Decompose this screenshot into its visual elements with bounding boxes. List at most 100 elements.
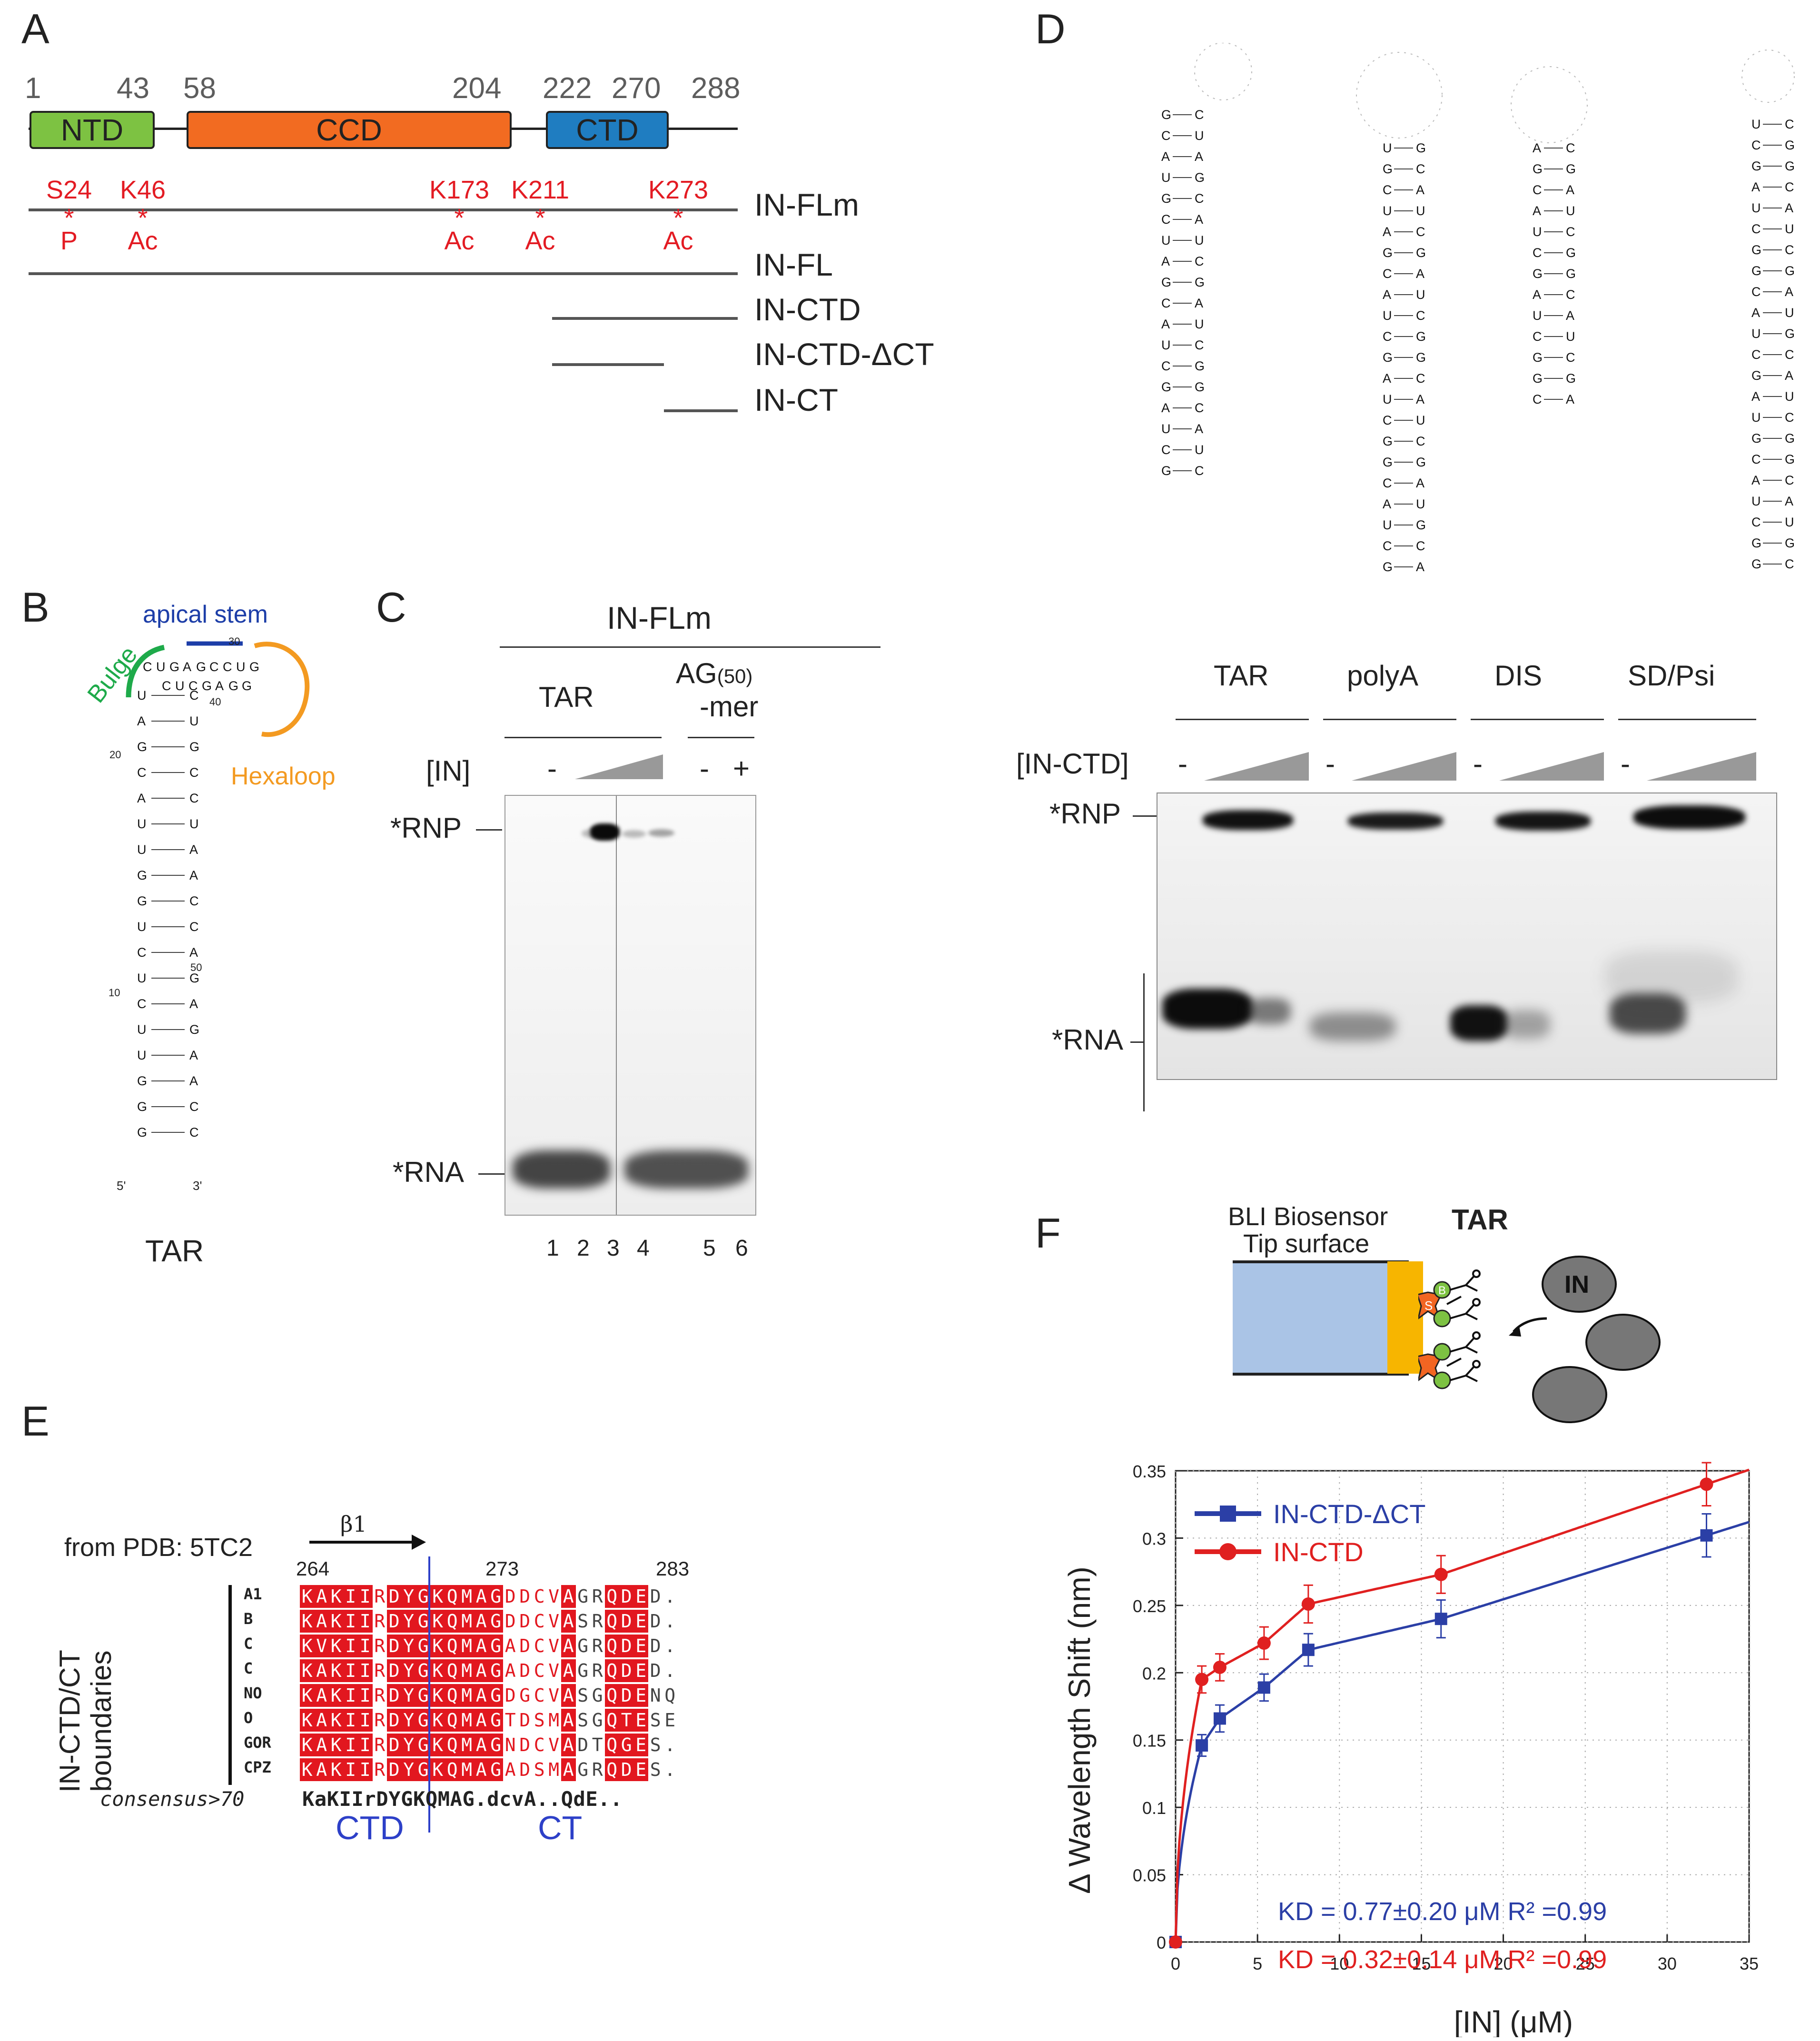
nucleotide: G [137, 1074, 147, 1088]
residue: R [372, 1585, 387, 1608]
series [1169, 1462, 1750, 1949]
nucleotide: G [202, 679, 212, 693]
residue: V [548, 1586, 560, 1607]
nucleotide: G [1566, 246, 1576, 260]
position-288: 288 [691, 72, 741, 105]
nucleotide: C [189, 791, 199, 805]
nucleotide: A [1566, 183, 1574, 197]
rnp-band [1633, 805, 1745, 829]
panel-label-d: D [1035, 5, 1066, 52]
conc-wedge [1647, 752, 1756, 781]
residue: D [519, 1710, 531, 1731]
nucleotide: A [1785, 368, 1793, 383]
residue: R [372, 1758, 387, 1781]
nucleotide: C [1195, 338, 1204, 352]
biosensor-label: BLI Biosensor [1228, 1202, 1388, 1231]
residue: Y [401, 1684, 416, 1707]
residue: G [488, 1734, 503, 1756]
nucleotide: U [137, 1022, 147, 1037]
tar-number: 50 [190, 961, 202, 973]
nucleotide: A [189, 945, 198, 960]
residue: K [300, 1635, 315, 1657]
legend-marker [1220, 1506, 1236, 1522]
residue: M [548, 1759, 560, 1780]
residue: V [548, 1611, 560, 1632]
residue: T [619, 1709, 634, 1732]
nucleotide: C [1566, 141, 1575, 155]
data-point [1196, 1739, 1208, 1752]
lane-number: 5 [703, 1236, 716, 1261]
residue: S [577, 1685, 589, 1706]
residue: D [650, 1611, 661, 1632]
residue: G [488, 1659, 503, 1682]
nucleotide: G [1161, 380, 1171, 394]
rnp-tick [476, 829, 502, 831]
nucleotide: A [189, 997, 198, 1011]
residue: G [577, 1660, 589, 1681]
residue: R [372, 1734, 387, 1756]
nucleotide: C [188, 679, 198, 693]
residue: K [300, 1684, 315, 1707]
nucleotide: C [1195, 254, 1204, 268]
nucleotide: U [1566, 329, 1575, 344]
nucleotide: C [143, 660, 152, 674]
nucleotide: A [1416, 392, 1424, 406]
asterisk-mark: * [454, 204, 465, 232]
modification-phospho: P [60, 227, 78, 255]
tar-title: TAR [145, 1234, 204, 1268]
nucleotide: A [1785, 494, 1793, 508]
nucleotide: U [137, 920, 147, 934]
residue: M [459, 1709, 474, 1732]
residue: Y [401, 1635, 416, 1657]
panel-label-e: E [21, 1397, 49, 1445]
nucleotide: U [1785, 515, 1794, 529]
nucleotide: G [1416, 141, 1426, 155]
nucleotide: U [1785, 306, 1794, 320]
residue: E [633, 1758, 648, 1781]
in-ctd-dct-line [552, 363, 664, 366]
rnp-band-lane5 [622, 830, 646, 838]
residue: G [488, 1684, 503, 1707]
nucleotide: G [1751, 536, 1761, 550]
residue: Y [401, 1610, 416, 1633]
residue: A [561, 1758, 576, 1781]
nucleotide: G [1383, 434, 1393, 448]
residue: R [592, 1660, 603, 1681]
residue: A [474, 1610, 489, 1633]
y-tick-label: 0.1 [1142, 1798, 1166, 1818]
nucleotide: U [1533, 225, 1542, 239]
residue: A [561, 1659, 576, 1682]
tar-number: 40 [209, 696, 221, 708]
x-tick-label: 5 [1253, 1954, 1262, 1973]
nucleotide: G [1533, 267, 1543, 281]
nucleotide: G [1751, 159, 1761, 173]
nucleotide: U [1751, 201, 1761, 215]
kd-red-annotation: KD = 0.32±0.14 μM R² =0.99 [1278, 1945, 1607, 1974]
residue: Q [445, 1734, 460, 1756]
alignment-row-name: C [244, 1659, 253, 1677]
hexaloop-label: Hexaloop [231, 763, 336, 790]
rna-band-faint [1310, 1012, 1395, 1041]
nucleotide: A [1416, 476, 1424, 490]
nucleotide: C [1161, 359, 1171, 373]
residue: A [504, 1635, 516, 1656]
position-270: 270 [612, 72, 661, 105]
rna-band-ag [624, 1150, 748, 1189]
minus-sign: - [1473, 748, 1483, 780]
nucleotide: U [1416, 204, 1425, 218]
residue: G [416, 1659, 431, 1682]
mutation-k273: K273 [648, 176, 709, 204]
apical-stem-label: apical stem [143, 601, 268, 628]
nucleotide: U [189, 817, 199, 831]
nucleotide: A [1751, 180, 1760, 194]
residue: K [430, 1585, 445, 1608]
data-point [1257, 1681, 1270, 1694]
residue: S [650, 1734, 661, 1755]
residue: A [561, 1585, 576, 1608]
nucleotide: C [1751, 222, 1761, 236]
nucleotide: G [1416, 350, 1426, 365]
residue: A [314, 1709, 329, 1732]
residue: K [329, 1684, 344, 1707]
nucleotide: U [137, 842, 147, 857]
lane-number: 6 [735, 1236, 748, 1261]
